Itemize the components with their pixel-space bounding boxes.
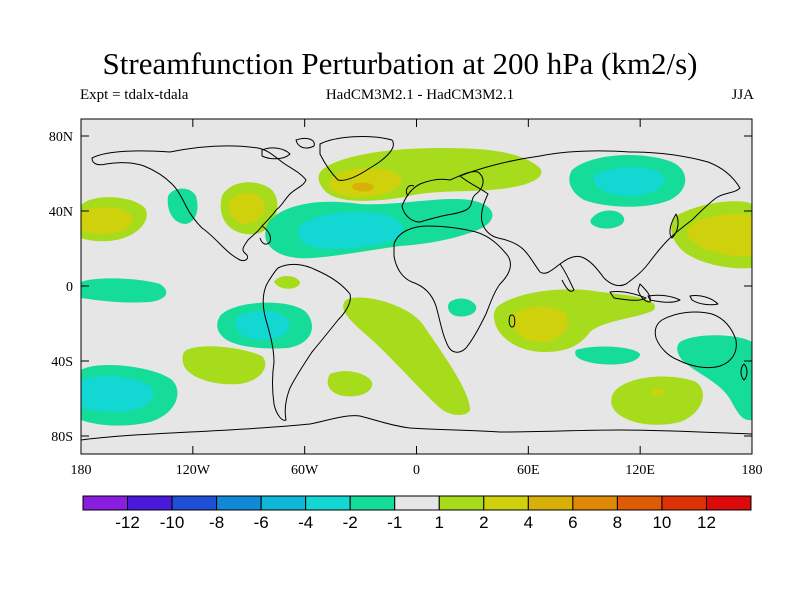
y-axis: 80N 40N 0 40S 80S (49, 130, 752, 445)
colorbar-swatch (127, 495, 173, 511)
colorbar-label: -6 (254, 513, 269, 532)
contour-region (329, 168, 402, 198)
y-tick-label: 0 (66, 280, 73, 295)
colorbar-swatch (394, 495, 440, 511)
contour-region (611, 376, 703, 425)
colorbar-swatch (171, 495, 218, 511)
colorbar-swatch (216, 495, 262, 511)
contour-region (274, 276, 300, 289)
contour-region (81, 207, 133, 234)
colorbar-swatch (82, 495, 129, 511)
contour-region (650, 389, 664, 396)
contour-region (235, 310, 290, 340)
contour-region (343, 297, 470, 415)
colorbar-swatch (305, 495, 351, 511)
colorbar-swatch (661, 495, 707, 511)
contour-region (81, 375, 154, 412)
contour-region (298, 212, 403, 249)
colorbar-label: 12 (697, 513, 716, 532)
contour-region (686, 214, 752, 257)
plot-title: Streamfunction Perturbation at 200 hPa (… (102, 46, 698, 81)
contour-region (448, 298, 477, 317)
contour-region (511, 306, 568, 342)
y-tick-label: 40S (51, 355, 73, 370)
x-tick-label: 60E (517, 463, 540, 478)
colorbar-label: 1 (435, 513, 444, 532)
contour-region (167, 188, 198, 224)
experiment-label: Expt = tdalx-tdala (80, 87, 189, 103)
contour-region (228, 192, 265, 224)
colorbar-label: -8 (209, 513, 224, 532)
model-label: HadCM3M2.1 - HadCM3M2.1 (325, 87, 515, 103)
x-tick-label: 120E (625, 463, 655, 478)
colorbar-label: 2 (479, 513, 488, 532)
colorbar-label: -12 (115, 513, 140, 532)
colorbar: -12 -10 -8 -6 -4 -2 -1 1 2 4 6 8 10 12 (82, 495, 752, 532)
colorbar-swatch (572, 495, 618, 511)
y-tick-label: 80S (51, 430, 73, 445)
colorbar-swatch (705, 495, 752, 511)
colorbar-swatch (616, 495, 663, 511)
x-tick-label: 60W (291, 463, 319, 478)
x-tick-label: 0 (413, 463, 420, 478)
contour-region (327, 371, 373, 397)
contour-region (590, 210, 625, 229)
season-label: JJA (731, 87, 754, 103)
y-tick-label: 80N (49, 130, 73, 145)
colorbar-label: -1 (387, 513, 402, 532)
colorbar-label: -10 (160, 513, 185, 532)
colorbar-label: 6 (568, 513, 577, 532)
contour-region (593, 167, 665, 196)
colorbar-label: 10 (652, 513, 671, 532)
colorbar-label: -2 (343, 513, 358, 532)
colorbar-swatch (349, 495, 396, 511)
x-axis: 180 120W 60W 0 60E 120E 180 (71, 119, 763, 478)
colorbar-label: 8 (613, 513, 622, 532)
contour-region (352, 182, 374, 192)
colorbar-label: 4 (524, 513, 533, 532)
coastlines (81, 136, 752, 441)
contour-region (182, 346, 266, 385)
x-tick-label: 180 (71, 463, 92, 478)
contour-region (81, 278, 167, 303)
x-tick-label: 120W (176, 463, 211, 478)
colorbar-label: -4 (298, 513, 313, 532)
y-tick-label: 40N (49, 205, 73, 220)
x-tick-label: 180 (742, 463, 763, 478)
contour-region (575, 346, 640, 365)
colorbar-swatch (527, 495, 574, 511)
colorbar-swatch (438, 495, 485, 511)
colorbar-swatch (260, 495, 307, 511)
colorbar-swatch (483, 495, 529, 511)
contour-field (81, 136, 752, 441)
